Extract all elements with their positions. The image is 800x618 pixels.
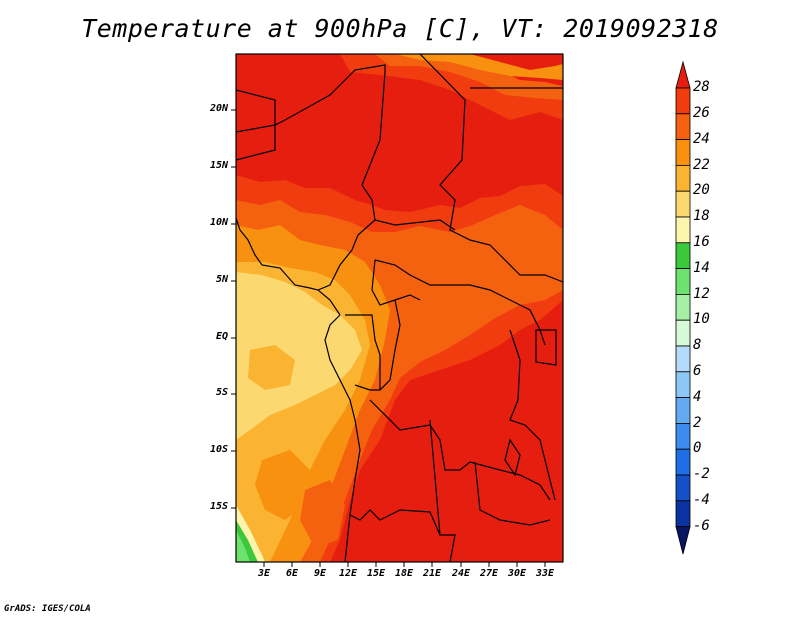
lat-label: 10N: [209, 217, 228, 228]
colorbar-label: 26: [693, 105, 710, 121]
lon-label: 15E: [366, 568, 386, 579]
lon-label: 21E: [422, 568, 442, 579]
field-12-14: [236, 530, 250, 562]
colorbar-label: -6: [693, 518, 710, 534]
colorbar-label: 24: [693, 131, 710, 147]
map-frame: [235, 53, 564, 563]
colorbar-label: 4: [693, 389, 702, 405]
colorbar-2-4: [675, 397, 691, 424]
colorbar-above-28: [675, 60, 691, 89]
colorbar-label: 28: [693, 79, 710, 95]
lon-label: 18E: [394, 568, 414, 579]
field-18-20: [236, 272, 362, 440]
temperature-field: [236, 54, 563, 562]
colorbar-m6-m4: [675, 500, 691, 527]
colorbar-8-10: [675, 319, 691, 347]
colorbar-label: 12: [693, 286, 710, 302]
colorbar-label: 22: [693, 157, 710, 173]
lon-label: 3E: [257, 568, 271, 579]
field-24-26-south: [300, 480, 345, 548]
lon-label: 6E: [285, 568, 299, 579]
lat-label: 10S: [209, 444, 228, 455]
colorbar-18-20: [675, 190, 691, 218]
colorbar-label: 2: [693, 415, 702, 431]
lon-label: 24E: [451, 568, 471, 579]
colorbar-label: 8: [693, 337, 702, 353]
colorbar-12-14: [675, 268, 691, 295]
colorbar-label: 20: [693, 182, 710, 198]
colorbar-below-m6: [675, 526, 691, 555]
lat-label: 20N: [209, 103, 228, 114]
lon-label: 30E: [507, 568, 527, 579]
colorbar-label: 16: [693, 234, 710, 250]
colorbar-label: 14: [693, 260, 710, 276]
colorbar-26-28: [675, 87, 691, 115]
colorbar: [675, 60, 691, 555]
colorbar-label: 0: [693, 440, 702, 456]
field-20-22-patch: [248, 345, 295, 390]
lat-label: 5N: [215, 274, 228, 285]
lat-label: EQ: [215, 331, 228, 342]
colorbar-22-24: [675, 139, 691, 166]
colorbar-m2-0: [675, 448, 691, 476]
colorbar-14-16: [675, 242, 691, 270]
chart-title: Temperature at 900hPa [C], VT: 201909231…: [81, 14, 719, 43]
lat-ticks: [231, 109, 236, 509]
colorbar-20-22: [675, 164, 691, 192]
lon-ticks: [263, 562, 546, 567]
lat-label: 15S: [209, 501, 228, 512]
lon-label: 27E: [479, 568, 499, 579]
lat-label: 5S: [215, 387, 228, 398]
colorbar-label: 18: [693, 208, 710, 224]
credit-text: GrADS: IGES/COLA: [4, 604, 91, 614]
colorbar-m4-m2: [675, 474, 691, 502]
colorbar-label: 10: [693, 311, 710, 327]
lon-label: 33E: [535, 568, 555, 579]
colorbar-label: -2: [693, 466, 710, 482]
colorbar-6-8: [675, 345, 691, 373]
colorbar-10-12: [675, 293, 691, 321]
field-22-24-southwest: [255, 450, 310, 520]
colorbar-24-26: [675, 113, 691, 141]
lon-label: 9E: [313, 568, 327, 579]
lat-label: 15N: [209, 160, 228, 171]
field-22-24-north: [395, 54, 563, 80]
field-16-18: [236, 505, 265, 562]
lon-label: 12E: [338, 568, 358, 579]
country-borders: [236, 54, 563, 562]
colorbar-0-2: [675, 422, 691, 450]
colorbar-label: -4: [693, 492, 710, 508]
colorbar-16-18: [675, 216, 691, 244]
colorbar-label: 6: [693, 363, 702, 379]
colorbar-4-6: [675, 371, 691, 398]
